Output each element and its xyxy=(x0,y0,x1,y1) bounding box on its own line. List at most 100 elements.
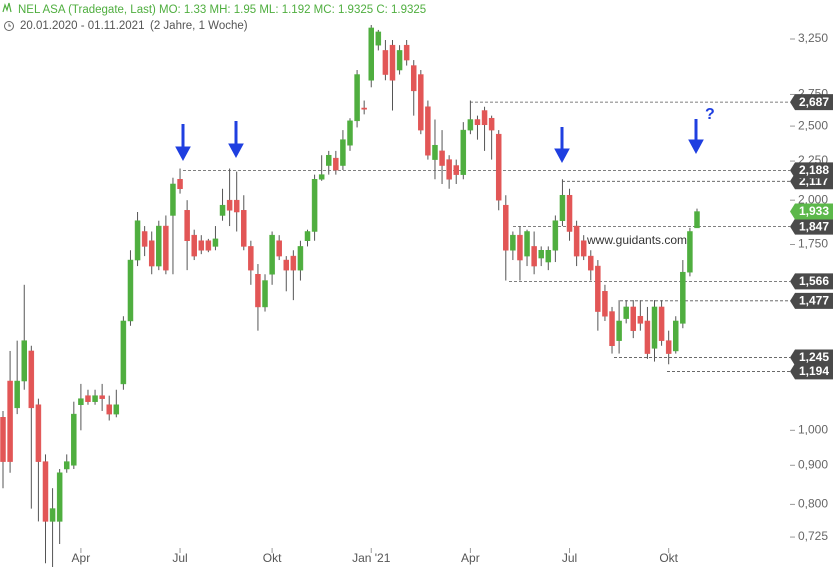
x-tick-label: Apr xyxy=(461,551,480,565)
candle-body xyxy=(694,211,700,229)
candle-body xyxy=(42,461,49,522)
candle-body xyxy=(212,238,219,247)
candle-body xyxy=(658,306,665,341)
clock-icon xyxy=(4,21,14,31)
level-label: 2,687 xyxy=(799,95,829,109)
level-box xyxy=(790,363,833,380)
candle-body xyxy=(531,246,537,267)
candle-body xyxy=(318,174,325,180)
candle-body xyxy=(418,74,424,131)
candle-body xyxy=(651,306,658,349)
candle-body xyxy=(134,220,141,261)
y-tick-label: 0,900 xyxy=(798,457,828,471)
candle-body xyxy=(347,120,353,146)
candle-body xyxy=(580,240,587,257)
candle-body xyxy=(616,320,622,341)
candle-body xyxy=(680,271,686,324)
candle-body xyxy=(545,250,552,263)
candle-body xyxy=(673,320,679,352)
candle-body xyxy=(241,210,247,247)
x-tick-label: Okt xyxy=(659,551,678,565)
candle-body xyxy=(163,225,169,271)
candle-body xyxy=(524,231,530,257)
candle-body xyxy=(481,110,488,126)
candle-body xyxy=(56,472,63,522)
candle-body xyxy=(71,413,77,466)
candle-body xyxy=(559,194,566,221)
level-label: 1,847 xyxy=(799,219,829,233)
candle-body xyxy=(432,144,438,160)
level-label: 1,194 xyxy=(799,364,829,378)
arrows xyxy=(175,119,704,164)
stats: MO: 1.33 MH: 1.95 ML: 1.192 MC: 1.9325 C… xyxy=(159,4,426,16)
x-tick-label: Apr xyxy=(72,551,91,565)
candle-body xyxy=(566,194,573,232)
candle-body xyxy=(595,265,601,312)
candle-body xyxy=(630,306,637,331)
candle-body xyxy=(517,234,523,261)
candle-body xyxy=(290,255,297,271)
candle-body xyxy=(510,234,516,251)
candle-body xyxy=(410,65,417,92)
candle-body xyxy=(538,250,544,259)
candle-body xyxy=(488,117,495,131)
candle-body xyxy=(21,340,27,382)
level-box xyxy=(790,162,833,179)
candle-body xyxy=(49,508,56,522)
x-tick-label: Jul xyxy=(562,551,577,565)
title: NEL ASA (Tradegate, Last) xyxy=(18,4,156,16)
candle-body xyxy=(425,106,431,156)
y-tick-label: 3,250 xyxy=(798,31,828,45)
candle-body xyxy=(177,179,183,190)
level-box xyxy=(790,94,833,111)
candle-body xyxy=(141,231,148,247)
watermark: www.guidants.com xyxy=(586,233,687,247)
candle-body xyxy=(92,395,98,402)
candle-body xyxy=(255,274,261,308)
level-box xyxy=(790,218,833,235)
candle-body xyxy=(382,50,389,75)
candle-body xyxy=(63,461,70,470)
candle-body xyxy=(283,259,290,271)
clock-hands xyxy=(8,23,11,27)
candle-body xyxy=(191,234,197,257)
candle-body xyxy=(297,246,304,271)
candle-body xyxy=(623,306,629,319)
level-label: 1,933 xyxy=(799,204,829,218)
candle-body xyxy=(113,404,120,415)
candle-body xyxy=(467,119,474,131)
period-note: (2 Jahre, 1 Woche) xyxy=(150,20,248,32)
level-box xyxy=(790,273,833,290)
candle-body xyxy=(106,404,112,415)
candle-body xyxy=(340,139,346,166)
period: 20.01.2020 - 01.11.2021 xyxy=(20,20,144,32)
x-tick-label: Jan '21 xyxy=(352,551,391,565)
candle-body xyxy=(474,119,481,126)
candle-body xyxy=(389,44,396,81)
candle-body xyxy=(687,231,693,273)
annotation: ? xyxy=(705,106,715,123)
candle-body xyxy=(78,398,84,406)
candle-body xyxy=(170,183,176,216)
candle-body xyxy=(120,320,127,385)
candle-body xyxy=(609,311,615,347)
candle-body xyxy=(233,199,240,213)
candle-body xyxy=(205,240,212,251)
y-tick-label: 2,000 xyxy=(798,192,828,206)
level-label: 1,245 xyxy=(799,350,829,364)
candle-body xyxy=(148,240,155,267)
candles xyxy=(0,24,700,567)
candle-body xyxy=(198,240,205,251)
x-tick-label: Okt xyxy=(263,551,282,565)
candle-body xyxy=(503,204,509,251)
candle-body xyxy=(127,259,134,322)
candle-body xyxy=(403,44,410,61)
candle-body xyxy=(28,350,35,409)
candle-body xyxy=(226,199,233,211)
candle-body xyxy=(219,204,226,216)
level-label: 2,188 xyxy=(799,163,829,177)
y-tick-label: 2,500 xyxy=(798,118,828,132)
y-tick-label: 1,000 xyxy=(798,422,828,436)
